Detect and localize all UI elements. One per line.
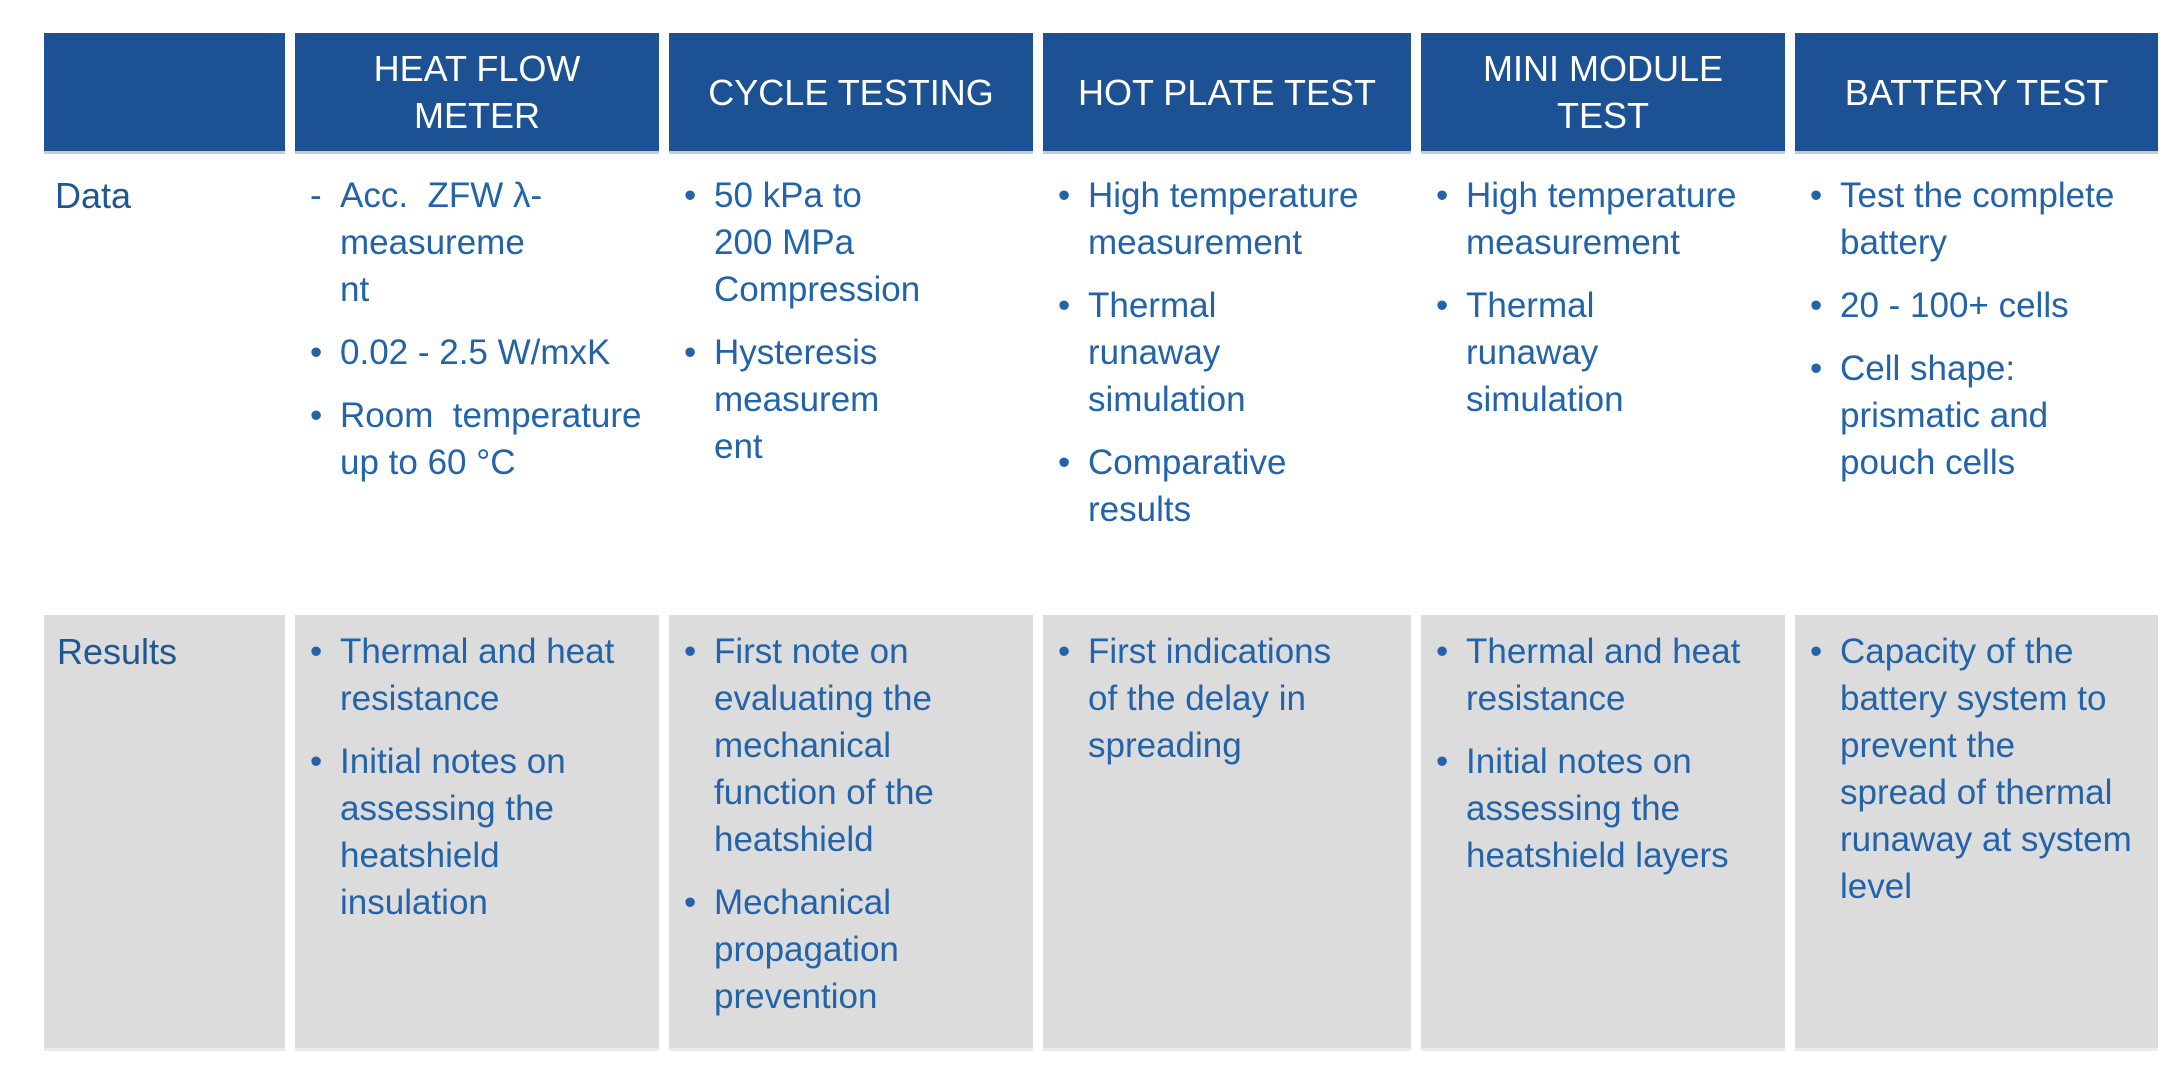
bullet-marker: • (684, 176, 697, 215)
bullet-marker: • (1436, 286, 1449, 325)
bullet-marker: • (1436, 742, 1449, 781)
bullet-marker: - (310, 176, 322, 215)
bullet-text: Thermal and heat resistance (1466, 632, 1741, 718)
bullet-item: • Thermal runaway simulation (1043, 282, 1411, 423)
bullet-text: Comparative results (1088, 443, 1287, 529)
bullet-text: Room temperature up to 60 °C (340, 396, 642, 482)
bullet-text: Initial notes on assessing the heatshiel… (1466, 742, 1729, 875)
bullet-text: High temperature measurement (1466, 176, 1737, 262)
row-label-cell-results: Results (44, 615, 285, 1048)
results-cell-battery-test: • Capacity of the battery system to prev… (1795, 615, 2158, 1048)
bullet-marker: • (1058, 632, 1071, 671)
row-label-cell-data: Data (44, 151, 285, 615)
bullet-marker: • (1810, 632, 1823, 671)
bullet-marker: • (1058, 286, 1071, 325)
bullet-text: Thermal runaway simulation (1466, 286, 1624, 419)
bullet-item: • First indications of the delay in spre… (1043, 628, 1411, 769)
row-label-results: Results (57, 631, 178, 672)
data-cell-hot-plate-test: • High temperature measurement • Thermal… (1043, 151, 1411, 615)
bullet-text: 50 kPa to 200 MPa Compression (714, 176, 921, 309)
bullet-marker: • (310, 396, 323, 435)
bullet-marker: • (1436, 176, 1449, 215)
bullet-item: • Thermal runaway simulation (1421, 282, 1785, 423)
header-cell-empty (44, 33, 285, 151)
results-cell-heat-flow-meter: • Thermal and heat resistance • Initial … (295, 615, 659, 1048)
bullet-text: Thermal runaway simulation (1088, 286, 1246, 419)
bullet-text: Cell shape: prismatic and pouch cells (1840, 349, 2049, 482)
bullet-marker: • (1810, 176, 1823, 215)
bullet-text: First indications of the delay in spread… (1088, 632, 1332, 765)
header-label: HEAT FLOW METER (373, 48, 581, 136)
bullet-marker: • (1436, 632, 1449, 671)
bullet-item: • Thermal and heat resistance (1421, 628, 1785, 722)
bullet-text: Acc. ZFW λ- measureme nt (340, 176, 543, 309)
results-cell-cycle-testing: • First note on evaluating the mechanica… (669, 615, 1033, 1048)
bullet-item: • Test the complete battery (1795, 172, 2158, 266)
bullet-item: • Room temperature up to 60 °C (295, 392, 659, 486)
bullet-text: Test the complete battery (1840, 176, 2115, 262)
bullet-text: 0.02 - 2.5 W/mxK (340, 333, 611, 372)
bullet-item: • First note on evaluating the mechanica… (669, 628, 1033, 863)
header-label: BATTERY TEST (1844, 71, 2109, 113)
bullet-text: Mechanical propagation prevention (714, 883, 899, 1016)
bullet-item: • Hysteresis measurem ent (669, 329, 1033, 470)
bullet-text: Hysteresis measurem ent (714, 333, 880, 466)
bullet-item: • 50 kPa to 200 MPa Compression (669, 172, 1033, 313)
bullet-marker: • (684, 632, 697, 671)
row-label-data: Data (55, 175, 132, 216)
data-cell-cycle-testing: • 50 kPa to 200 MPa Compression • Hyster… (669, 151, 1033, 615)
results-cell-hot-plate-test: • First indications of the delay in spre… (1043, 615, 1411, 1048)
bullet-text: 20 - 100+ cells (1840, 286, 2069, 325)
bullet-item: • 0.02 - 2.5 W/mxK (295, 329, 659, 376)
bullet-marker: • (1810, 286, 1823, 325)
bullet-item: • Capacity of the battery system to prev… (1795, 628, 2158, 910)
header-cell-hot-plate-test: HOT PLATE TEST (1043, 33, 1411, 151)
header-cell-battery-test: BATTERY TEST (1795, 33, 2158, 151)
bullet-text: Thermal and heat resistance (340, 632, 615, 718)
bullet-marker: • (684, 883, 697, 922)
header-label: HOT PLATE TEST (1077, 71, 1377, 113)
bullet-marker: • (1058, 443, 1071, 482)
comparison-table: HEAT FLOW METER CYCLE TESTING HOT PLATE … (44, 33, 2158, 1048)
bullet-text: Initial notes on assessing the heatshiel… (340, 742, 566, 922)
bullet-item: • Thermal and heat resistance (295, 628, 659, 722)
header-label: MINI MODULE TEST (1482, 48, 1723, 136)
bullet-item: • Mechanical propagation prevention (669, 879, 1033, 1020)
header-cell-heat-flow-meter: HEAT FLOW METER (295, 33, 659, 151)
bullet-marker: • (310, 742, 323, 781)
bullet-marker: • (310, 632, 323, 671)
results-cell-mini-module-test: • Thermal and heat resistance • Initial … (1421, 615, 1785, 1048)
bullet-text: High temperature measurement (1088, 176, 1359, 262)
bullet-item: • Cell shape: prismatic and pouch cells (1795, 345, 2158, 486)
bullet-text: First note on evaluating the mechanical … (714, 632, 934, 859)
bullet-item: • 20 - 100+ cells (1795, 282, 2158, 329)
data-cell-heat-flow-meter: - Acc. ZFW λ- measureme nt • 0.02 - 2.5 … (295, 151, 659, 615)
bullet-item: • High temperature measurement (1421, 172, 1785, 266)
bullet-marker: • (684, 333, 697, 372)
bullet-item: - Acc. ZFW λ- measureme nt (295, 172, 659, 313)
bullet-item: • High temperature measurement (1043, 172, 1411, 266)
header-cell-cycle-testing: CYCLE TESTING (669, 33, 1033, 151)
bullet-marker: • (310, 333, 323, 372)
bullet-item: • Initial notes on assessing the heatshi… (1421, 738, 1785, 879)
header-cell-mini-module-test: MINI MODULE TEST (1421, 33, 1785, 151)
bullet-item: • Comparative results (1043, 439, 1411, 533)
bullet-marker: • (1810, 349, 1823, 388)
data-cell-battery-test: • Test the complete battery • 20 - 100+ … (1795, 151, 2158, 615)
bullet-text: Capacity of the battery system to preven… (1840, 632, 2132, 906)
bullet-marker: • (1058, 176, 1071, 215)
header-label: CYCLE TESTING (708, 71, 994, 113)
data-cell-mini-module-test: • High temperature measurement • Thermal… (1421, 151, 1785, 615)
bullet-item: • Initial notes on assessing the heatshi… (295, 738, 659, 926)
